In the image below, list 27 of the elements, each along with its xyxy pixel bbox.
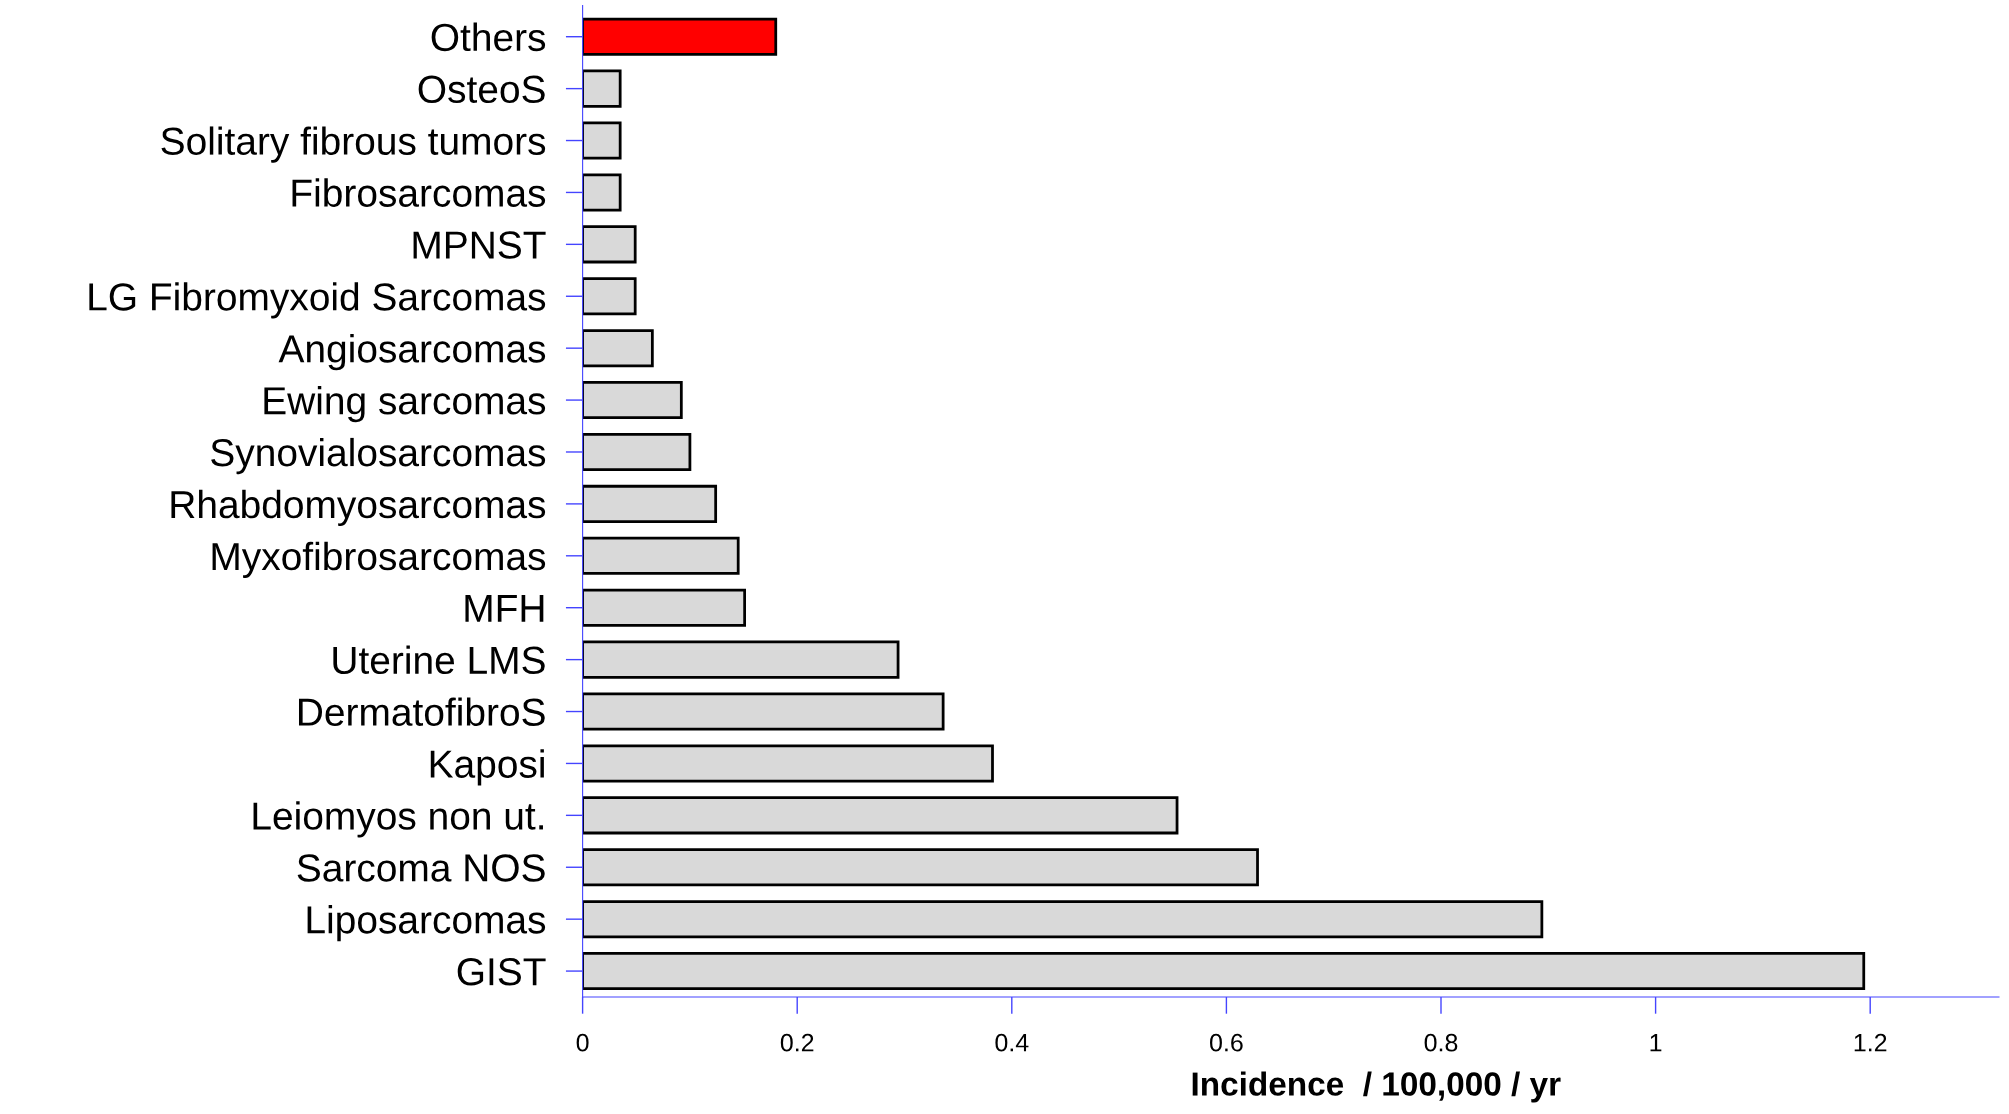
y-tick-label: Fibrosarcomas [292,178,546,207]
y-tick-label: Solitary fibrous tumors [161,126,546,163]
y-tick-label: LG Fibromyxoid Sarcomas [89,282,546,319]
y-tick-label: MPNST [413,231,546,259]
y-tick-label: Synovialosarcomas [211,437,546,475]
y-tick-label: MFH [465,595,544,622]
y-tick-label: Others [431,22,546,52]
x-axis-title: Incidence / 100,000 / yr [1192,1071,1561,1103]
y-tick-label: Rhabdomyosarcomas [171,489,546,527]
y-tick-label: Liposarcomas [307,905,546,942]
x-tick-label: 1 [1650,1034,1662,1052]
y-tick-label: Ewing sarcomas [264,385,546,423]
y-tick-label: DermatofibroS [299,697,545,727]
y-tick-label: Leiomyos non ut. [253,801,543,838]
y-tick-label: Kaposi [430,749,544,786]
x-tick-label: 0 [576,1033,589,1052]
y-tick-label: Angiosarcomas [278,334,546,371]
y-tick-label: Uterine LMS [333,645,545,675]
x-tick-label: 0.4 [995,1033,1029,1052]
y-tick-label: Myxofibrosarcomas [212,541,546,578]
x-tick-label: 0.8 [1424,1033,1458,1052]
y-tick-label: OsteoS [418,75,545,104]
y-tick-label: Sarcoma NOS [297,854,545,882]
y-tick-label: GIST [457,958,546,986]
x-tick-label: 1.2 [1854,1033,1887,1052]
x-tick-label: 0.6 [1210,1033,1243,1052]
x-tick-label: 0.2 [780,1033,814,1052]
